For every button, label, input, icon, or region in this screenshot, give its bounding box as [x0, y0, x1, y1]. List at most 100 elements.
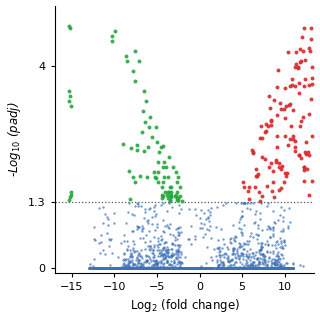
Point: [135, 226, 140, 231]
Point: [243, 265, 248, 270]
Point: [257, 247, 262, 252]
Point: [199, 265, 204, 270]
Point: [232, 265, 237, 270]
Point: [164, 265, 169, 270]
Point: [196, 265, 201, 270]
Point: [161, 265, 166, 270]
Point: [158, 265, 164, 270]
Point: [176, 265, 181, 270]
Point: [150, 265, 155, 270]
Point: [138, 204, 143, 209]
Point: [198, 265, 203, 270]
Point: [180, 260, 185, 266]
Point: [159, 265, 164, 270]
Point: [260, 154, 265, 159]
Point: [190, 265, 195, 270]
Point: [135, 201, 140, 206]
Point: [136, 265, 141, 270]
Point: [105, 265, 110, 270]
Point: [109, 251, 114, 256]
Point: [275, 265, 280, 270]
Point: [236, 265, 241, 270]
Point: [265, 265, 270, 270]
Point: [164, 247, 169, 252]
Point: [198, 226, 203, 231]
Point: [225, 265, 230, 270]
Point: [181, 265, 186, 270]
Point: [257, 260, 262, 266]
Point: [156, 265, 161, 270]
Point: [229, 262, 234, 268]
Point: [235, 249, 240, 254]
Point: [127, 265, 132, 270]
Point: [247, 265, 252, 270]
Point: [164, 260, 169, 265]
Point: [101, 265, 107, 270]
Point: [169, 265, 174, 270]
Point: [255, 261, 260, 266]
Point: [206, 265, 211, 270]
Point: [202, 210, 207, 215]
Point: [206, 218, 212, 223]
Point: [159, 253, 164, 258]
Point: [198, 220, 203, 225]
Point: [228, 239, 233, 244]
Point: [135, 265, 140, 270]
Point: [235, 253, 240, 258]
Point: [138, 265, 143, 270]
Point: [145, 258, 150, 263]
Point: [150, 257, 155, 262]
Point: [218, 265, 223, 270]
Point: [256, 265, 261, 270]
Point: [127, 254, 132, 259]
Point: [232, 265, 237, 270]
Point: [228, 263, 233, 268]
Point: [246, 265, 252, 270]
Point: [251, 265, 256, 270]
Point: [154, 176, 159, 181]
Point: [137, 250, 142, 255]
Point: [278, 244, 283, 250]
Point: [160, 252, 165, 258]
Point: [238, 242, 243, 247]
Point: [228, 236, 234, 241]
Point: [205, 265, 211, 270]
Point: [209, 265, 214, 270]
Point: [191, 265, 196, 270]
Point: [132, 265, 137, 270]
Point: [160, 253, 165, 258]
Point: [278, 263, 283, 268]
Point: [200, 265, 205, 270]
Point: [274, 84, 279, 90]
Point: [204, 265, 210, 270]
Point: [272, 220, 277, 225]
Point: [251, 263, 256, 268]
Point: [147, 254, 152, 260]
Point: [151, 265, 156, 270]
Point: [141, 265, 147, 270]
Point: [116, 265, 122, 270]
Point: [133, 265, 138, 270]
Point: [102, 265, 108, 270]
Point: [250, 265, 255, 270]
Point: [165, 209, 170, 214]
Point: [109, 265, 114, 270]
Point: [222, 265, 228, 270]
Point: [108, 237, 113, 242]
Point: [150, 250, 156, 255]
Point: [149, 265, 154, 270]
Point: [253, 265, 258, 270]
Point: [249, 265, 254, 270]
Point: [173, 226, 179, 231]
Point: [286, 265, 291, 270]
Point: [124, 239, 129, 244]
Point: [246, 265, 251, 270]
Point: [152, 175, 157, 180]
Point: [179, 207, 184, 212]
Point: [275, 265, 280, 270]
Point: [237, 253, 243, 259]
Point: [202, 265, 207, 270]
Point: [188, 265, 193, 270]
Point: [232, 260, 237, 265]
Point: [170, 246, 175, 252]
